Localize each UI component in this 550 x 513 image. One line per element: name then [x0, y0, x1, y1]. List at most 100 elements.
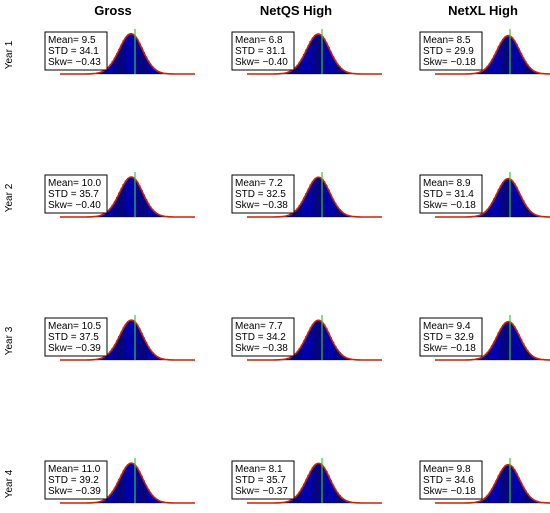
histogram-bar	[129, 33, 132, 75]
histogram-bar	[499, 328, 503, 361]
histogram-bar	[495, 336, 498, 361]
histogram-bar	[140, 189, 143, 218]
histogram-bar	[495, 50, 498, 75]
histogram-bar	[314, 464, 317, 504]
histogram-bar	[506, 321, 509, 361]
histogram-bar	[515, 473, 518, 504]
histogram-bar	[316, 463, 319, 504]
histogram-bar	[131, 177, 134, 218]
density-curve	[435, 463, 550, 504]
histogram-bar	[513, 326, 516, 361]
histogram-bar	[513, 183, 516, 218]
column-titles: Gross NetQS High NetXL High	[94, 3, 518, 18]
histogram-bar	[322, 324, 326, 361]
histogram-bar	[504, 179, 507, 218]
histogram-bar	[309, 184, 313, 218]
histogram-bar	[325, 185, 328, 218]
histogram-bar	[327, 189, 330, 218]
histogram-bar	[314, 35, 317, 75]
histogram-bar	[129, 463, 132, 504]
column-title-netxl-high: NetXL High	[448, 3, 518, 18]
histogram-bar	[120, 331, 123, 361]
stat-mean: Mean= 8.9	[423, 178, 471, 189]
histogram-bar	[140, 332, 143, 361]
stats-box	[231, 31, 295, 71]
histogram-bar	[305, 479, 308, 504]
histogram-bar	[502, 38, 505, 75]
stat-std: STD = 34.6	[423, 475, 474, 486]
stat-mean: Mean= 9.8	[423, 464, 471, 475]
histogram-bar	[142, 337, 145, 361]
histogram-bar	[305, 336, 308, 361]
histogram-bar	[131, 463, 134, 504]
row-labels: Year 1 Year 2 Year 3 Year 4	[4, 40, 15, 498]
histogram-bar	[325, 42, 328, 75]
histogram-bar	[120, 188, 123, 218]
histogram-bar	[314, 321, 317, 361]
histogram-bar	[122, 327, 126, 361]
density-curve	[435, 34, 550, 75]
stats-box	[231, 317, 295, 357]
density-curve	[60, 319, 195, 361]
histogram-bar	[515, 330, 518, 361]
histogram-bar	[118, 335, 121, 361]
histogram-bar	[325, 328, 328, 361]
stat-skew: Skw= −0.18	[423, 57, 476, 68]
histogram-bar	[309, 41, 313, 75]
row-label-year-1: Year 1	[4, 40, 15, 69]
histogram-bar	[502, 181, 505, 218]
histogram-bar	[307, 45, 310, 75]
histogram-bar	[135, 324, 139, 361]
histogram-bar	[322, 467, 326, 504]
histogram-bar	[318, 320, 321, 361]
histogram-bar	[515, 187, 518, 218]
histogram-bar	[127, 34, 130, 75]
histogram-bar	[499, 471, 503, 504]
histogram-bar	[138, 328, 141, 361]
histogram-bar	[122, 40, 126, 75]
histogram-bar	[127, 464, 130, 504]
density-curve	[60, 462, 195, 504]
histogram-bar	[504, 322, 507, 361]
histogram-bar	[118, 48, 121, 75]
histogram-bar	[316, 177, 319, 218]
histogram-bar	[307, 475, 310, 504]
histogram-bar	[307, 331, 310, 361]
stat-skew: Skw= −0.40	[235, 57, 288, 68]
stats-box	[44, 317, 108, 357]
stat-std: STD = 35.7	[48, 189, 99, 200]
histogram-bar	[122, 184, 126, 218]
stat-skew: Skw= −0.39	[48, 486, 101, 497]
histogram-bar	[515, 44, 518, 75]
stat-mean: Mean= 6.8	[235, 35, 283, 46]
stat-mean: Mean= 9.4	[423, 321, 471, 332]
stat-skew: Skw= −0.38	[235, 200, 288, 211]
stats-box	[44, 31, 108, 71]
histogram-bar	[327, 332, 330, 361]
stat-skew: Skw= −0.18	[423, 486, 476, 497]
histogram-bar	[322, 181, 326, 218]
histogram-bar	[131, 320, 134, 361]
density-curve	[247, 176, 382, 218]
stats-box	[44, 460, 108, 500]
histogram-bar	[140, 47, 143, 75]
stat-mean: Mean= 10.5	[48, 321, 102, 332]
histogram-bar	[517, 191, 520, 218]
stat-std: STD = 39.2	[48, 475, 99, 486]
stat-std: STD = 32.9	[423, 332, 474, 343]
histogram-bar	[318, 177, 321, 218]
histogram-bar	[504, 36, 507, 75]
row-label-year-4: Year 4	[4, 469, 15, 498]
stat-skew: Skw= −0.43	[48, 57, 101, 68]
stat-mean: Mean= 10.0	[48, 178, 102, 189]
histogram-bar	[138, 471, 141, 504]
histogram-bar	[517, 48, 520, 75]
